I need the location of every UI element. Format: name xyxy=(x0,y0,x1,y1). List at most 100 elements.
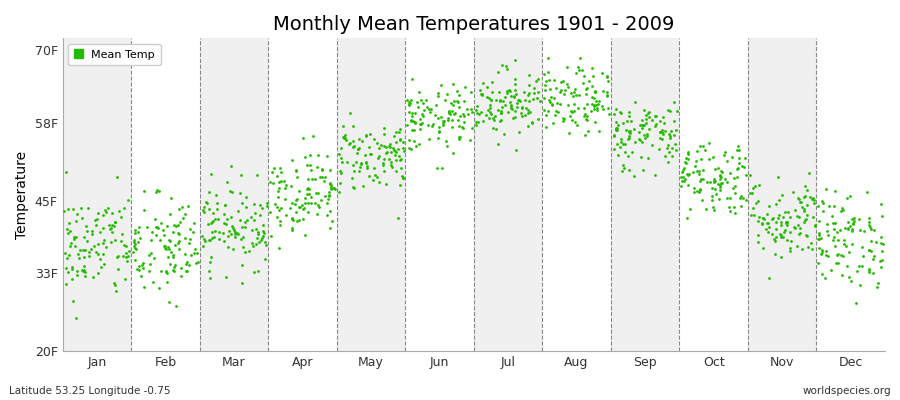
Point xyxy=(256,228,271,234)
Point xyxy=(178,261,193,267)
Point xyxy=(81,248,95,255)
Point xyxy=(255,205,269,211)
Point xyxy=(58,250,73,256)
Point xyxy=(814,248,829,255)
Point xyxy=(613,143,627,150)
Point xyxy=(159,268,174,274)
Point xyxy=(362,173,376,180)
Point xyxy=(66,298,80,304)
Point xyxy=(521,72,535,78)
Point xyxy=(679,155,693,162)
Point xyxy=(440,143,454,149)
Point xyxy=(744,190,759,197)
Point xyxy=(661,106,675,113)
Point xyxy=(464,106,478,112)
Point xyxy=(374,142,389,148)
Point xyxy=(662,148,677,155)
Point xyxy=(826,226,841,232)
Point xyxy=(187,250,202,256)
Point xyxy=(375,160,390,166)
Point xyxy=(580,85,594,92)
Point xyxy=(301,200,315,206)
Point xyxy=(737,164,751,170)
Point xyxy=(693,187,707,194)
Point xyxy=(689,187,704,194)
Point xyxy=(228,231,242,238)
Point xyxy=(136,265,150,272)
Point xyxy=(845,216,859,222)
Point xyxy=(699,206,714,212)
Point xyxy=(346,122,361,129)
Point xyxy=(310,211,324,218)
Point xyxy=(554,86,568,93)
Point xyxy=(277,196,292,202)
Point xyxy=(772,231,787,238)
Point xyxy=(404,96,419,103)
Point xyxy=(812,236,826,242)
Point xyxy=(388,148,402,154)
Point xyxy=(841,226,855,232)
Point xyxy=(618,127,633,133)
Point xyxy=(128,230,142,236)
Point xyxy=(790,221,805,228)
Point xyxy=(78,273,93,280)
Point xyxy=(86,243,101,250)
Point xyxy=(587,106,601,112)
Point xyxy=(811,260,825,266)
Point xyxy=(377,125,392,131)
Point xyxy=(402,108,417,115)
Point xyxy=(117,276,131,282)
Point xyxy=(320,153,334,159)
Point xyxy=(728,210,742,216)
Point xyxy=(834,272,849,278)
Point xyxy=(731,142,745,149)
Point xyxy=(621,128,635,134)
Point xyxy=(208,216,222,222)
Point xyxy=(491,107,506,114)
Point xyxy=(58,281,73,287)
Point xyxy=(224,214,238,220)
Point xyxy=(635,116,650,123)
Point xyxy=(470,103,484,109)
Point xyxy=(189,259,203,266)
Point xyxy=(148,216,162,222)
Point xyxy=(162,298,176,305)
Point xyxy=(301,176,315,182)
Point xyxy=(190,250,204,256)
Point xyxy=(315,174,329,180)
Point xyxy=(323,180,338,186)
Point xyxy=(596,106,610,112)
Point xyxy=(620,118,634,124)
Point xyxy=(483,109,498,115)
Point xyxy=(356,183,371,190)
Point xyxy=(831,251,845,258)
Point xyxy=(720,158,734,164)
Point xyxy=(724,154,739,161)
Point xyxy=(476,117,491,124)
Point xyxy=(761,275,776,282)
Point xyxy=(522,90,536,96)
Point xyxy=(426,121,440,127)
Point xyxy=(657,120,671,126)
Point xyxy=(256,233,271,240)
Point xyxy=(579,116,593,122)
Point xyxy=(127,236,141,243)
Point xyxy=(273,165,287,172)
Point xyxy=(475,90,490,97)
Point xyxy=(513,98,527,104)
Point xyxy=(752,214,766,221)
Point xyxy=(674,183,688,189)
Point xyxy=(451,117,465,124)
Point xyxy=(358,159,373,165)
Point xyxy=(806,197,821,203)
Point xyxy=(104,224,118,231)
Point xyxy=(167,242,182,248)
Point xyxy=(270,204,284,210)
Point xyxy=(383,148,398,155)
Point xyxy=(716,152,731,158)
Point xyxy=(599,92,614,98)
Point xyxy=(346,162,361,168)
Point xyxy=(404,146,419,152)
Point xyxy=(338,135,353,142)
Point xyxy=(572,67,586,74)
